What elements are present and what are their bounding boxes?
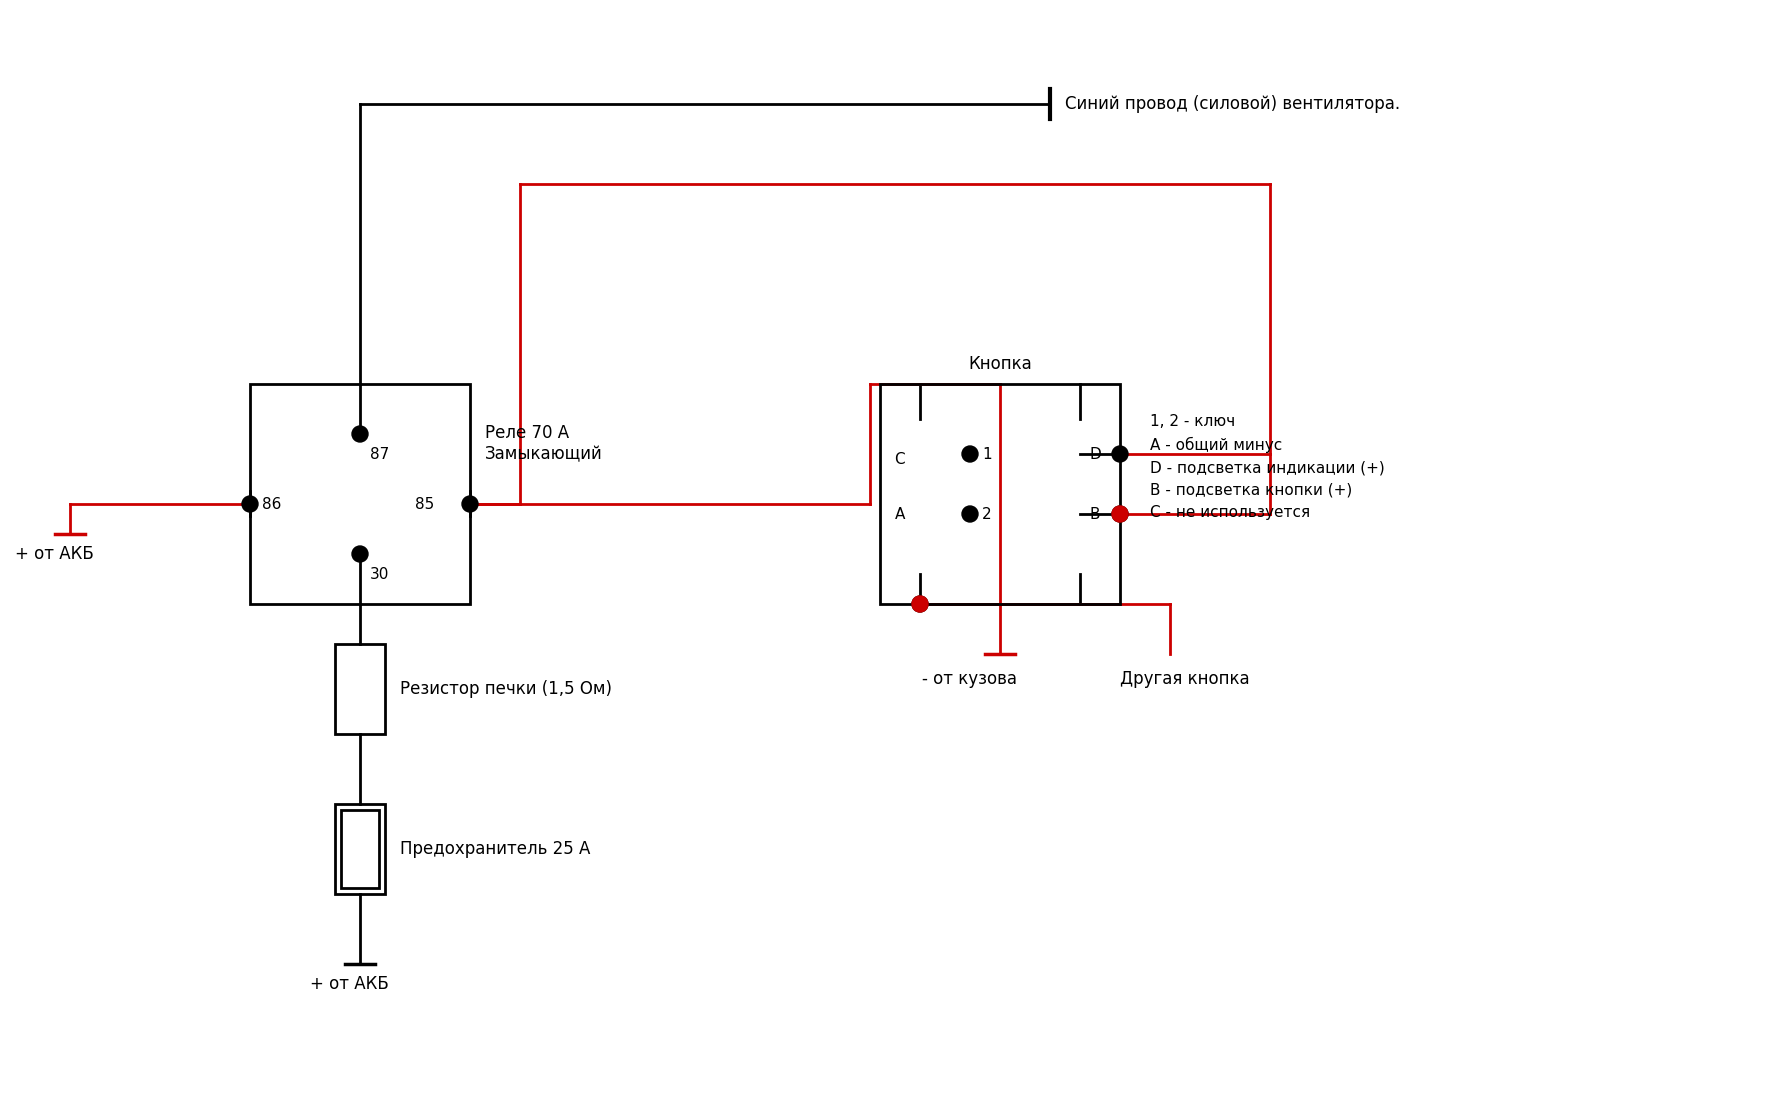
- Circle shape: [352, 546, 368, 562]
- Text: C: C: [894, 452, 904, 467]
- Bar: [340, 810, 379, 888]
- Text: Предохранитель 25 А: Предохранитель 25 А: [400, 840, 589, 858]
- Circle shape: [911, 596, 927, 612]
- Text: 87: 87: [370, 447, 390, 461]
- Text: B: B: [1089, 507, 1100, 522]
- Bar: [335, 804, 384, 894]
- Circle shape: [1111, 506, 1127, 522]
- Circle shape: [911, 596, 927, 612]
- Circle shape: [1111, 446, 1127, 461]
- Bar: [879, 384, 1120, 604]
- Circle shape: [961, 446, 977, 461]
- Text: 86: 86: [262, 497, 281, 512]
- Circle shape: [352, 426, 368, 442]
- Text: Кнопка: Кнопка: [968, 355, 1031, 373]
- Circle shape: [961, 506, 977, 522]
- Bar: [335, 644, 384, 734]
- Text: 1: 1: [981, 447, 991, 461]
- Text: 2: 2: [981, 507, 991, 522]
- Text: + от АКБ: + от АКБ: [310, 975, 388, 992]
- Circle shape: [1111, 506, 1127, 522]
- Circle shape: [461, 496, 477, 512]
- Circle shape: [242, 496, 258, 512]
- Text: A: A: [894, 507, 904, 522]
- Bar: [249, 384, 470, 604]
- Text: - от кузова: - от кузова: [922, 670, 1016, 688]
- Text: Синий провод (силовой) вентилятора.: Синий провод (силовой) вентилятора.: [1064, 95, 1399, 113]
- Text: Другая кнопка: Другая кнопка: [1120, 670, 1250, 688]
- Text: 85: 85: [415, 497, 434, 512]
- Text: Резистор печки (1,5 Ом): Резистор печки (1,5 Ом): [400, 680, 612, 698]
- Text: Реле 70 А
Замыкающий: Реле 70 А Замыкающий: [484, 424, 602, 463]
- Text: D: D: [1089, 447, 1102, 461]
- Text: + от АКБ: + от АКБ: [14, 545, 94, 563]
- Text: 30: 30: [370, 567, 390, 582]
- Text: 1, 2 - ключ
A - общий минус
D - подсветка индикации (+)
B - подсветка кнопки (+): 1, 2 - ключ A - общий минус D - подсветк…: [1150, 414, 1385, 520]
